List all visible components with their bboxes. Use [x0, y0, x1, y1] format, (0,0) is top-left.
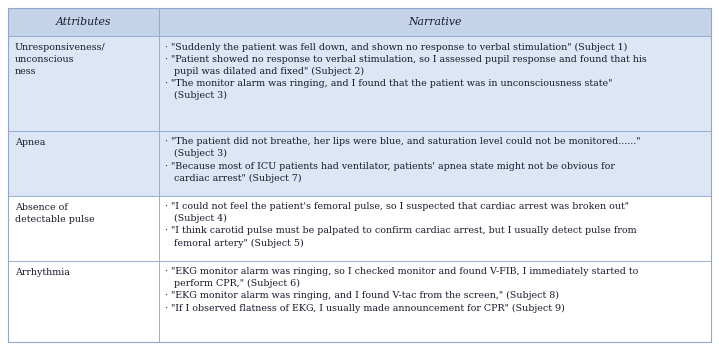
Text: Arrhythmia: Arrhythmia: [15, 268, 70, 276]
Text: Narrative: Narrative: [408, 17, 462, 27]
Bar: [159, 36, 711, 131]
Bar: [8, 196, 159, 261]
Text: · "Suddenly the patient was fell down, and shown no response to verbal stimulati: · "Suddenly the patient was fell down, a…: [165, 42, 647, 100]
Bar: [159, 131, 711, 196]
Bar: [8, 36, 159, 131]
Text: · "I could not feel the patient's femoral pulse, so I suspected that cardiac arr: · "I could not feel the patient's femora…: [165, 202, 637, 248]
Bar: [8, 261, 159, 342]
Text: Attributes: Attributes: [56, 17, 111, 27]
Bar: [8, 131, 159, 196]
Text: · "EKG monitor alarm was ringing, so I checked monitor and found V-FIB, I immedi: · "EKG monitor alarm was ringing, so I c…: [165, 267, 638, 313]
Text: Unresponsiveness/
unconscious
ness: Unresponsiveness/ unconscious ness: [15, 43, 106, 76]
Text: · "The patient did not breathe, her lips were blue, and saturation level could n: · "The patient did not breathe, her lips…: [165, 137, 641, 183]
Bar: [8, 8, 159, 36]
Text: Apnea: Apnea: [15, 138, 45, 147]
Bar: [159, 196, 711, 261]
Bar: [159, 8, 711, 36]
Bar: [159, 261, 711, 342]
Text: Absence of
detectable pulse: Absence of detectable pulse: [15, 203, 95, 224]
